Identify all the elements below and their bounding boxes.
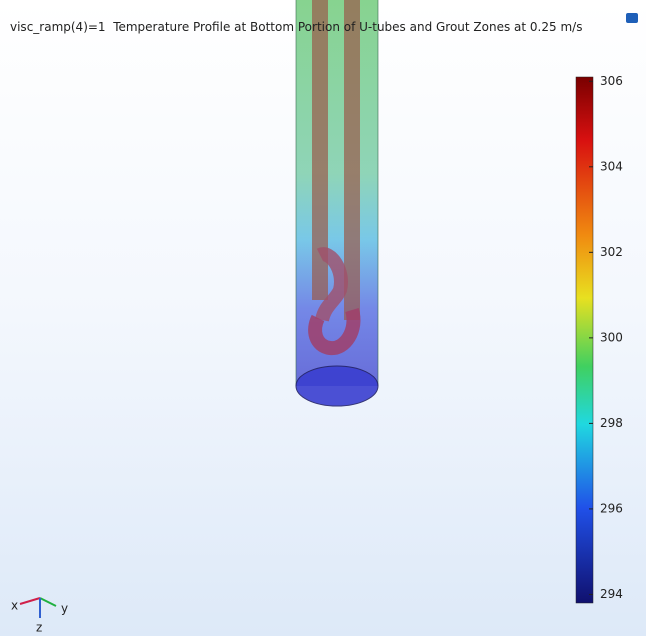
colorbar (576, 77, 593, 603)
triad-label: y (61, 602, 68, 616)
axis-triad: x y z (11, 598, 68, 635)
graphics-window: 294 296 298 300 302 304 306 x y z visc_ramp(4)… (0, 0, 646, 636)
colorbar-tick-label: 306 (600, 74, 623, 88)
triad-label: z (36, 621, 42, 635)
colorbar-tick-label: 296 (600, 501, 623, 515)
triad-label: x (11, 599, 18, 613)
colorbar-tick-label: 298 (600, 416, 623, 430)
borehole-model (296, 0, 378, 406)
colorbar-tick-label: 294 (600, 587, 623, 601)
colorbar-tick-label: 302 (600, 245, 623, 259)
colorbar-ticks: 294 296 298 300 302 304 306 (589, 74, 623, 601)
plot-title: visc_ramp(4)=1 Temperature Profile at Bo… (10, 20, 582, 34)
colorbar-tick-label: 304 (600, 159, 623, 173)
colorbar-tick-label: 300 (600, 330, 623, 344)
camera-icon[interactable] (626, 13, 638, 23)
scene: 294 296 298 300 302 304 306 x y z (0, 0, 646, 636)
